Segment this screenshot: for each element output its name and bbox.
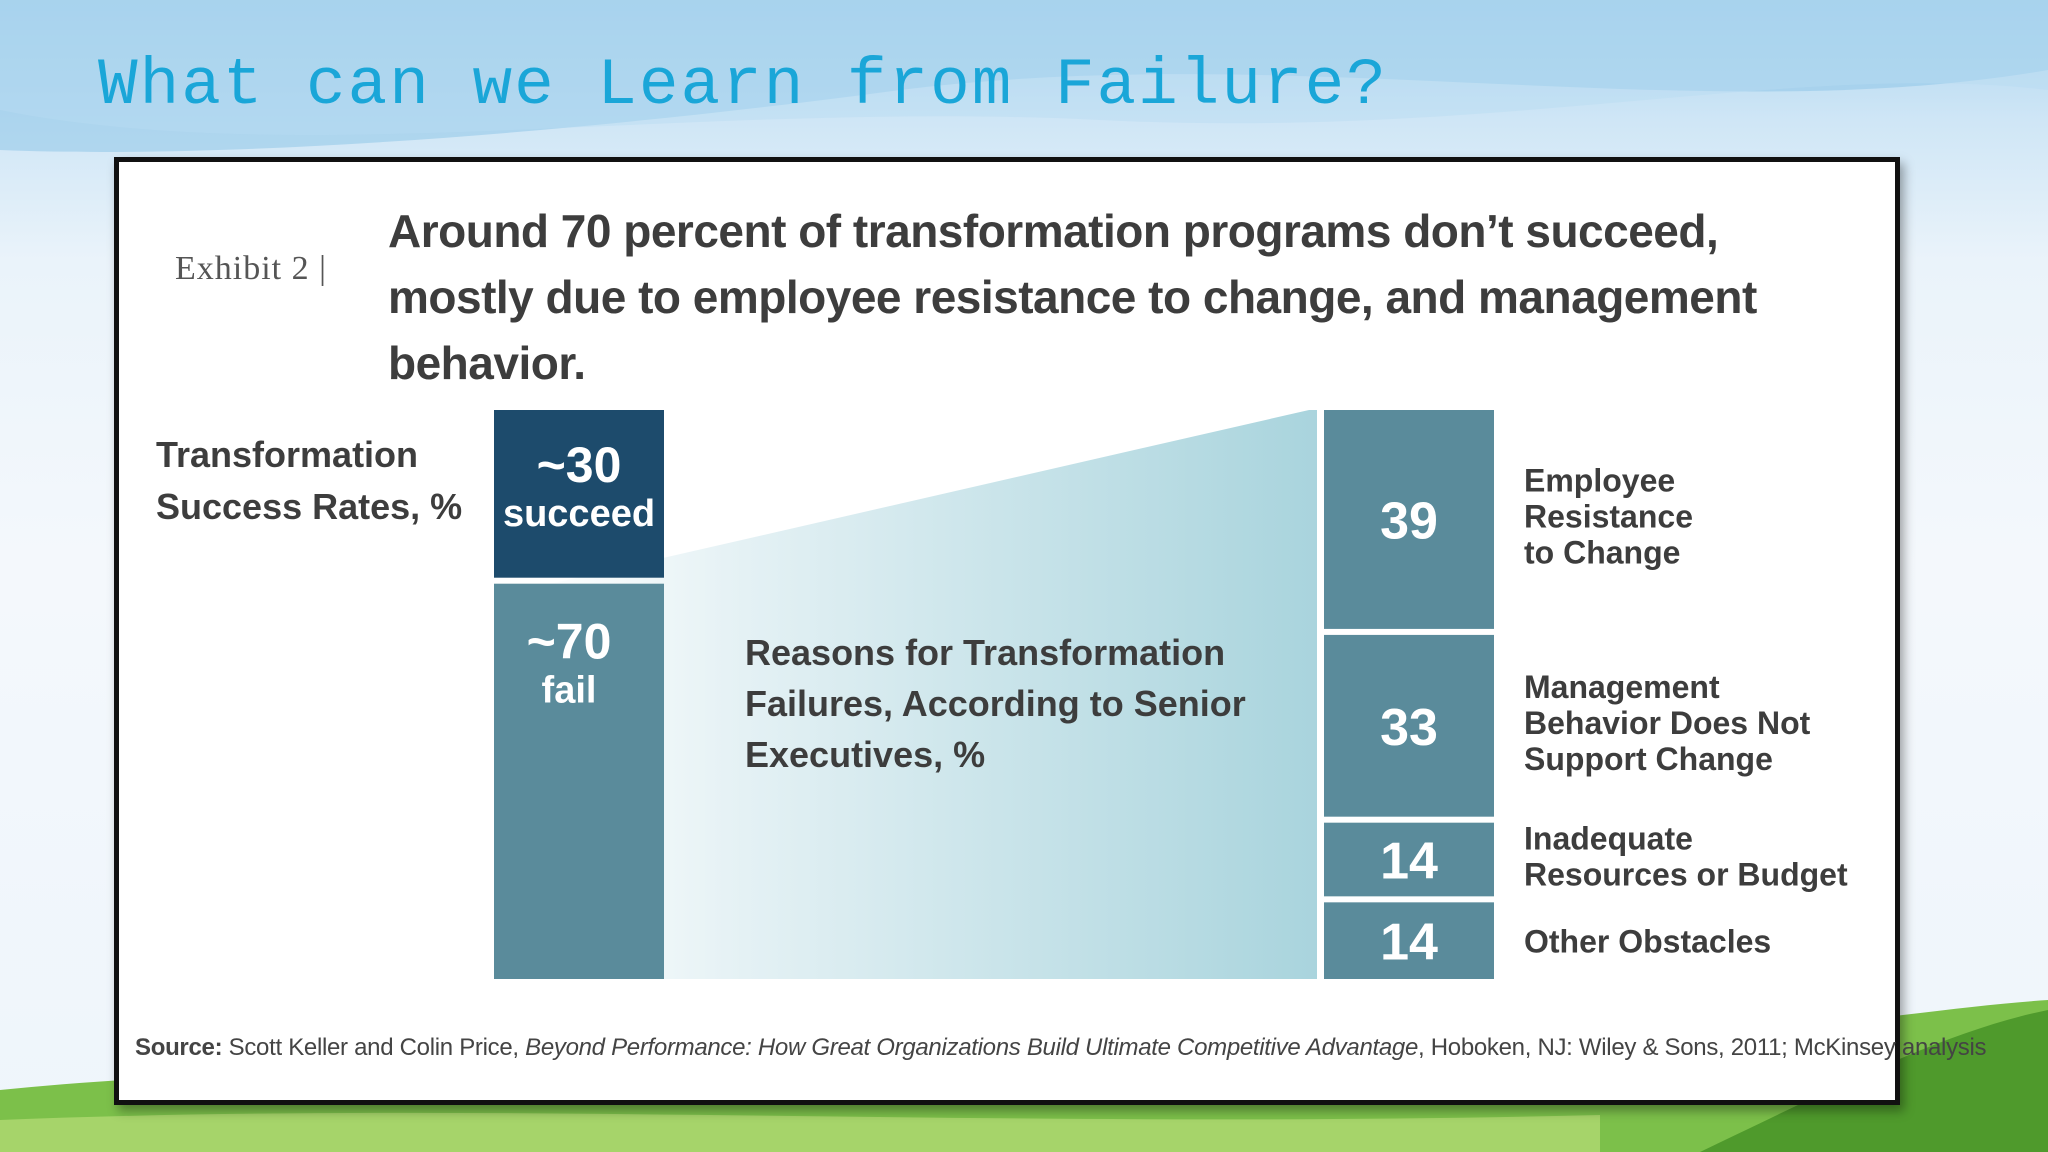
success-rate-label-fail: fail — [542, 670, 597, 712]
reason-category-label: Management — [1524, 669, 1720, 705]
reason-bar-segment — [1324, 902, 1494, 979]
connector-wedge — [529, 410, 1317, 979]
reason-category-label: Inadequate — [1524, 821, 1693, 857]
success-rates-title-line: Transformation — [156, 434, 418, 475]
reason-bar-segment — [1324, 410, 1494, 629]
source-prefix: Source: — [135, 1034, 223, 1061]
source-rest: , Hoboken, NJ: Wiley & Sons, 2011; McKin… — [1418, 1034, 1987, 1061]
reason-category-label: Resistance — [1524, 498, 1693, 534]
exhibit-frame: Exhibit 2 | Around 70 percent of transfo… — [114, 157, 1987, 1105]
reason-value-label: 33 — [1380, 699, 1438, 757]
reason-bar-segment — [1324, 634, 1494, 817]
success-rate-bar-fail — [494, 583, 664, 979]
success-rate-value-fail: ~70 — [527, 614, 612, 670]
source-book: Beyond Performance: How Great Organizati… — [525, 1034, 1418, 1061]
exhibit-headline: Around 70 percent of transformation prog… — [388, 205, 1757, 389]
exhibit-label: Exhibit 2 | — [175, 250, 327, 287]
reason-category-label: Behavior Does Not — [1524, 705, 1811, 741]
reasons-title-line: Reasons for Transformation — [745, 632, 1225, 673]
success-rate-label-succeed: succeed — [503, 493, 655, 535]
source-note: Source: Scott Keller and Colin Price, Be… — [135, 1034, 1987, 1062]
reason-category-label: Resources or Budget — [1524, 857, 1848, 893]
success-rates-title-line: Success Rates, % — [156, 486, 462, 527]
reason-category-label: Employee — [1524, 462, 1675, 498]
reason-category-label: Other Obstacles — [1524, 924, 1771, 960]
reason-bar-segment — [1324, 822, 1494, 897]
slide-title: What can we Learn from Failure? — [98, 48, 1388, 123]
reason-value-label: 39 — [1380, 492, 1438, 550]
reason-value-label: 14 — [1380, 833, 1438, 891]
success-rate-bar-succeed — [494, 410, 664, 578]
reason-category-label: to Change — [1524, 534, 1680, 570]
reason-category-label: Support Change — [1524, 741, 1773, 777]
reason-value-label: 14 — [1380, 914, 1438, 972]
reasons-title-line: Failures, According to Senior — [745, 683, 1246, 724]
reasons-title-line: Executives, % — [745, 734, 985, 775]
source-authors: Scott Keller and Colin Price, — [222, 1034, 526, 1061]
success-rate-value-succeed: ~30 — [537, 437, 622, 493]
